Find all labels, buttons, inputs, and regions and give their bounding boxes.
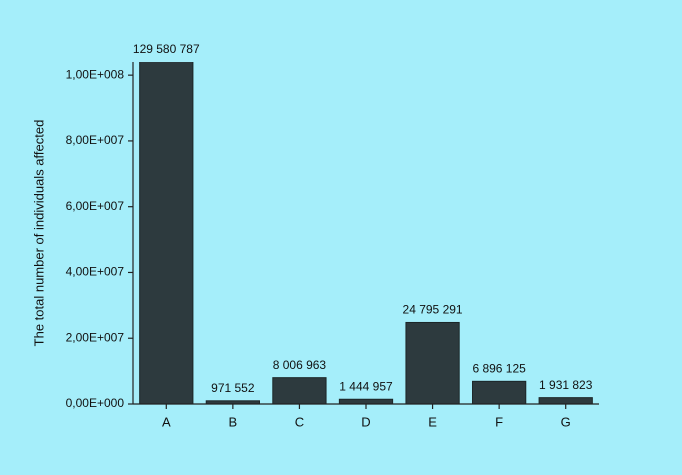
y-tick-label: 8,00E+007 — [66, 133, 125, 147]
bar — [472, 380, 527, 405]
value-label: 1 931 823 — [539, 378, 593, 392]
x-tick-label: G — [561, 414, 571, 429]
y-tick-label: 1,00E+008 — [66, 67, 125, 81]
value-label: 24 795 291 — [403, 303, 463, 317]
x-tick-label: D — [361, 414, 370, 429]
value-label: 129 580 787 — [133, 42, 200, 56]
y-axis-title: The total number of individuals affected — [31, 120, 46, 347]
bar — [272, 377, 327, 405]
x-tick-label: E — [428, 414, 437, 429]
bars — [139, 62, 593, 405]
value-label: 1 444 957 — [339, 379, 393, 393]
value-label: 971 552 — [211, 381, 255, 395]
bar — [338, 398, 394, 405]
bar — [405, 321, 460, 405]
x-tick-label: B — [229, 414, 238, 429]
bar — [538, 397, 593, 405]
y-tick-label: 4,00E+007 — [66, 265, 125, 279]
value-label: 6 896 125 — [472, 361, 526, 375]
y-tick-label: 2,00E+007 — [66, 330, 125, 344]
y-tick-label: 0,00E+000 — [66, 396, 125, 410]
value-label: 8 006 963 — [273, 358, 327, 372]
x-tick-label: C — [295, 414, 304, 429]
bar — [139, 62, 194, 405]
y-tick-label: 6,00E+007 — [66, 199, 125, 213]
x-tick-label: A — [162, 414, 171, 429]
x-tick-label: F — [495, 414, 503, 429]
